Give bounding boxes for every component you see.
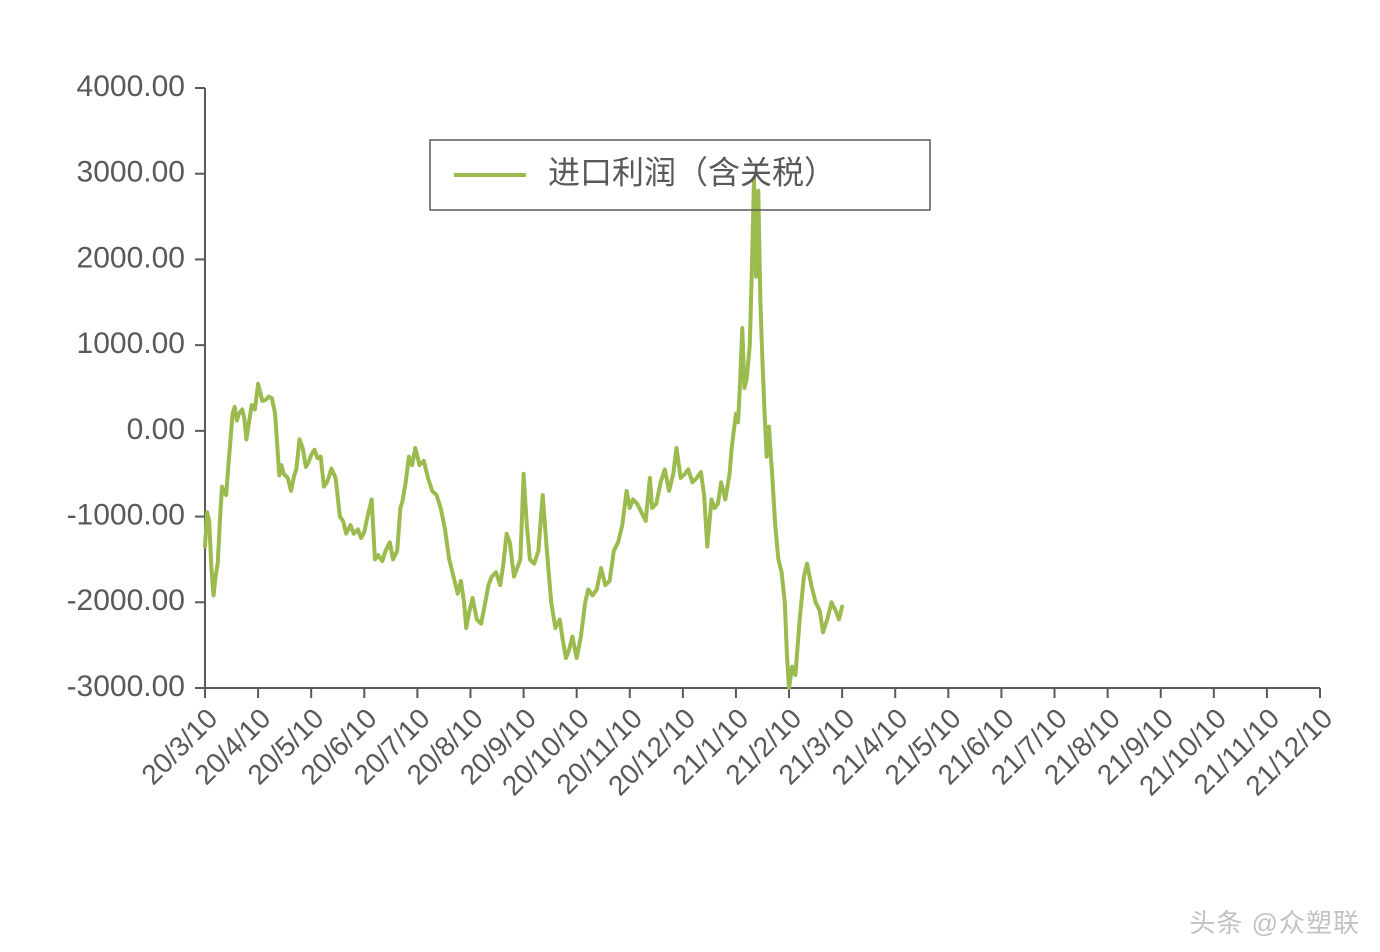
y-tick-label: 4000.00 [77,70,185,103]
y-tick-label: 0.00 [127,413,185,446]
legend-label: 进口利润（含关税） [548,154,836,190]
y-tick-label: 1000.00 [77,327,185,360]
y-tick-label: -3000.00 [67,670,185,703]
y-tick-label: -2000.00 [67,584,185,617]
chart-container: -3000.00 -2000.00 -1000.00 0.00 1000.00 2000.… [0,0,1380,952]
y-tick-label: 3000.00 [77,156,185,189]
y-tick-label: 2000.00 [77,241,185,274]
line-chart: -3000.00 -2000.00 -1000.00 0.00 1000.00 2000.… [0,0,1380,952]
y-tick-label: -1000.00 [67,498,185,531]
